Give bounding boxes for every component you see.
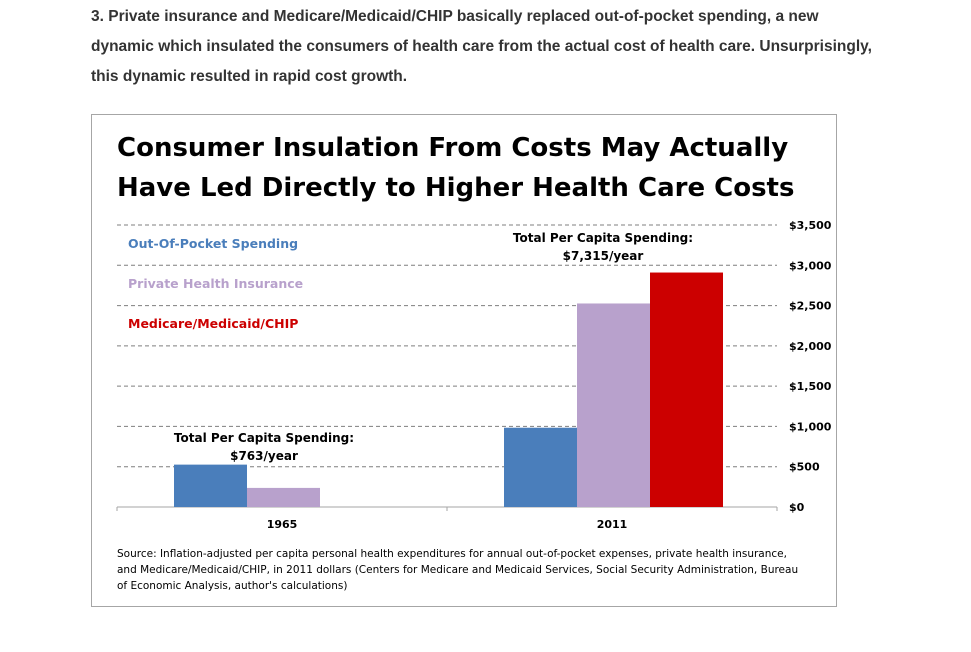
y-tick-label: $2,500 bbox=[789, 300, 832, 313]
bar bbox=[577, 303, 650, 507]
y-tick-label: $1,000 bbox=[789, 420, 832, 433]
legend-entry: Out-Of-Pocket Spending bbox=[128, 236, 298, 251]
y-tick-label: $3,500 bbox=[789, 219, 832, 232]
y-tick-label: $3,000 bbox=[789, 259, 832, 272]
annotation-line2: $763/year bbox=[230, 449, 298, 463]
annotation-line1: Total Per Capita Spending: bbox=[174, 431, 354, 445]
bar bbox=[247, 487, 320, 507]
chart-source-note: Source: Inflation-adjusted per capita pe… bbox=[117, 548, 799, 592]
annotation-line2: $7,315/year bbox=[563, 249, 644, 263]
intro-paragraph: 3. Private insurance and Medicare/Medica… bbox=[91, 8, 872, 85]
legend-entry: Medicare/Medicaid/CHIP bbox=[128, 316, 298, 331]
y-tick-label: $500 bbox=[789, 461, 820, 474]
annotation-line1: Total Per Capita Spending: bbox=[513, 231, 693, 245]
x-tick-label: 2011 bbox=[597, 518, 628, 531]
bar bbox=[650, 272, 723, 507]
y-tick-label: $1,500 bbox=[789, 380, 832, 393]
chart-title: Consumer Insulation From Costs May Actua… bbox=[117, 133, 795, 203]
y-tick-label: $2,000 bbox=[789, 340, 832, 353]
bar bbox=[504, 427, 577, 507]
x-tick-label: 1965 bbox=[267, 518, 298, 531]
bar bbox=[174, 464, 247, 507]
y-tick-label: $0 bbox=[789, 501, 805, 514]
legend-entry: Private Health Insurance bbox=[128, 276, 303, 291]
